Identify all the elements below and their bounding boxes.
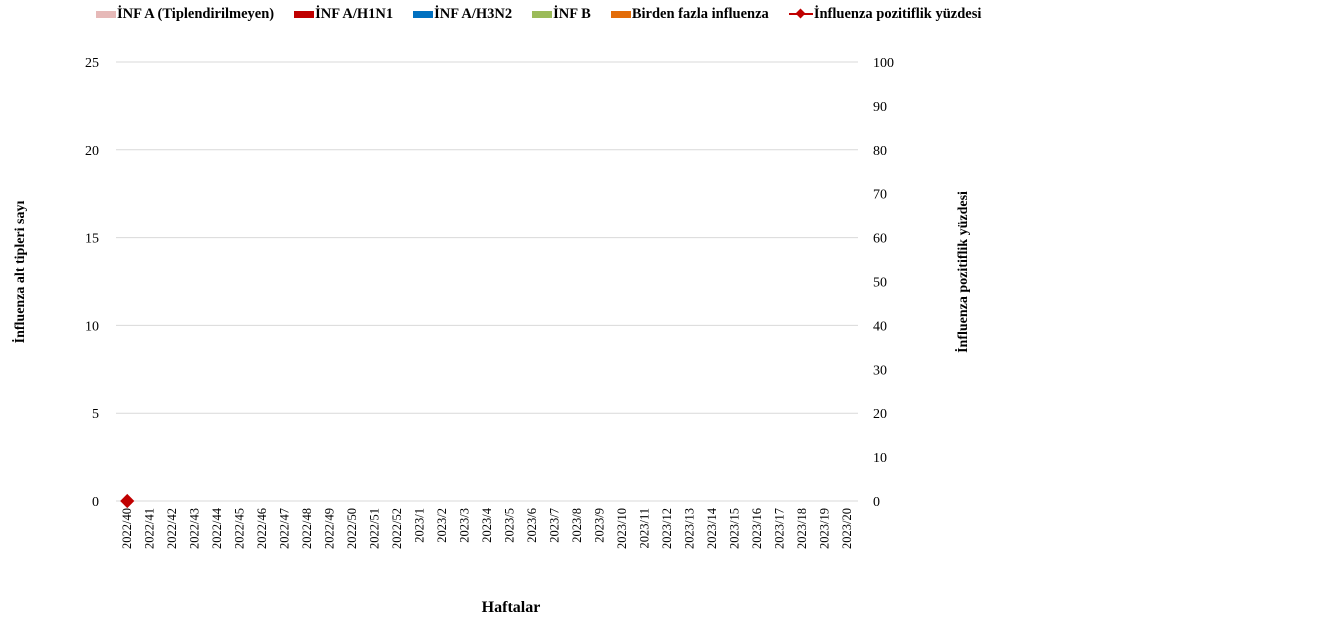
y-tick-label: 20 xyxy=(85,144,99,159)
x-tick-label: 2023/16 xyxy=(750,508,764,549)
legend-label: Birden fazla influenza xyxy=(631,5,769,22)
x-tick-label: 2023/5 xyxy=(502,508,516,543)
legend-label: İNF B xyxy=(553,5,591,22)
x-axis-label: Haftalar xyxy=(482,599,541,616)
line-series xyxy=(120,493,135,509)
legend-swatch xyxy=(294,10,315,18)
x-tick-label: 2023/9 xyxy=(592,508,606,543)
y-axis-label: İnfluenza alt tipleri sayı xyxy=(11,201,28,344)
gridlines xyxy=(116,61,858,502)
x-tick-label: 2023/20 xyxy=(840,508,854,549)
legend-item: İNF A/H3N2 xyxy=(413,6,512,23)
y2-tick-label: 0 xyxy=(873,495,880,510)
y2-tick-label: 90 xyxy=(873,100,887,115)
x-tick-label: 2023/8 xyxy=(570,508,584,543)
x-tick-label: 2023/12 xyxy=(660,508,674,549)
x-tick-label: 2022/52 xyxy=(390,508,404,549)
x-axis-ticks: 2022/40 2022/41 2022/42 2022/43 2022/44 2022/… xyxy=(120,507,854,549)
y-tick-label: 5 xyxy=(92,407,99,422)
legend-swatch xyxy=(610,10,631,18)
x-tick-label: 2023/7 xyxy=(547,508,561,543)
legend-label: İNF A/H1N1 xyxy=(315,5,394,22)
legend-item: İnfluenza pozitiflik yüzdesi xyxy=(788,5,982,23)
line-point xyxy=(120,493,135,509)
right-axis-ticks: 0 10 20 30 40 50 60 70 80 90 100 xyxy=(873,56,894,510)
x-tick-label: 2022/43 xyxy=(188,508,202,549)
x-tick-label: 2022/51 xyxy=(368,508,382,549)
legend: İNF A (Tiplendirilmeyen) İNF A/H1N1 İNF A/… xyxy=(96,5,981,23)
x-tick-label: 2023/6 xyxy=(525,508,539,543)
y2-tick-label: 100 xyxy=(873,56,894,71)
x-tick-label: 2023/17 xyxy=(772,508,786,549)
legend-item: İNF B xyxy=(532,6,591,23)
x-tick-label: 2022/47 xyxy=(278,508,292,549)
x-tick-label: 2022/44 xyxy=(210,507,224,549)
x-tick-label: 2023/19 xyxy=(817,508,831,549)
x-tick-label: 2022/40 xyxy=(120,508,134,549)
y2-tick-label: 80 xyxy=(873,144,887,159)
legend-swatch xyxy=(413,10,434,18)
legend-label: İNF A (Tiplendirilmeyen) xyxy=(117,5,275,22)
y-tick-label: 10 xyxy=(85,319,99,334)
y2-tick-label: 70 xyxy=(873,188,887,203)
legend-swatch xyxy=(532,10,553,18)
x-tick-label: 2023/13 xyxy=(682,508,696,549)
x-tick-label: 2022/45 xyxy=(233,508,247,549)
x-tick-label: 2023/2 xyxy=(435,508,449,543)
x-tick-label: 2023/14 xyxy=(705,507,719,549)
y2-tick-label: 40 xyxy=(873,319,887,334)
x-tick-label: 2022/50 xyxy=(345,508,359,549)
x-tick-label: 2023/15 xyxy=(727,508,741,549)
x-tick-label: 2023/1 xyxy=(413,508,427,543)
x-tick-label: 2023/11 xyxy=(637,508,651,549)
y2-tick-label: 50 xyxy=(873,276,887,291)
x-tick-label: 2022/48 xyxy=(300,508,314,549)
x-tick-label: 2023/18 xyxy=(795,508,809,549)
x-tick-label: 2022/49 xyxy=(323,508,337,549)
y2-tick-label: 20 xyxy=(873,407,887,422)
y2-tick-label: 10 xyxy=(873,451,887,466)
y2-axis-label: İnfluenza pozitiflik yüzdesi xyxy=(954,191,971,353)
y-tick-label: 25 xyxy=(85,56,99,71)
y2-tick-label: 30 xyxy=(873,363,887,378)
legend-label: İnfluenza pozitiflik yüzdesi xyxy=(813,5,982,22)
legend-label: İNF A/H3N2 xyxy=(434,5,513,22)
y-tick-label: 0 xyxy=(92,495,99,510)
x-tick-label: 2023/4 xyxy=(480,507,494,542)
legend-item: İNF A/H1N1 xyxy=(294,6,393,23)
x-tick-label: 2022/41 xyxy=(143,508,157,549)
x-tick-label: 2022/46 xyxy=(255,508,269,549)
left-axis-ticks: 0 5 10 15 20 25 xyxy=(85,56,99,510)
legend-item: İNF A (Tiplendirilmeyen) xyxy=(96,6,274,23)
legend-item: Birden fazla influenza xyxy=(610,5,769,23)
x-tick-label: 2022/42 xyxy=(165,508,179,549)
y2-tick-label: 60 xyxy=(873,232,887,247)
legend-line-marker xyxy=(788,8,813,20)
legend-swatch xyxy=(96,10,116,18)
x-tick-label: 2023/10 xyxy=(615,508,629,549)
x-tick-label: 2023/3 xyxy=(458,508,472,543)
y-tick-label: 15 xyxy=(85,232,99,247)
